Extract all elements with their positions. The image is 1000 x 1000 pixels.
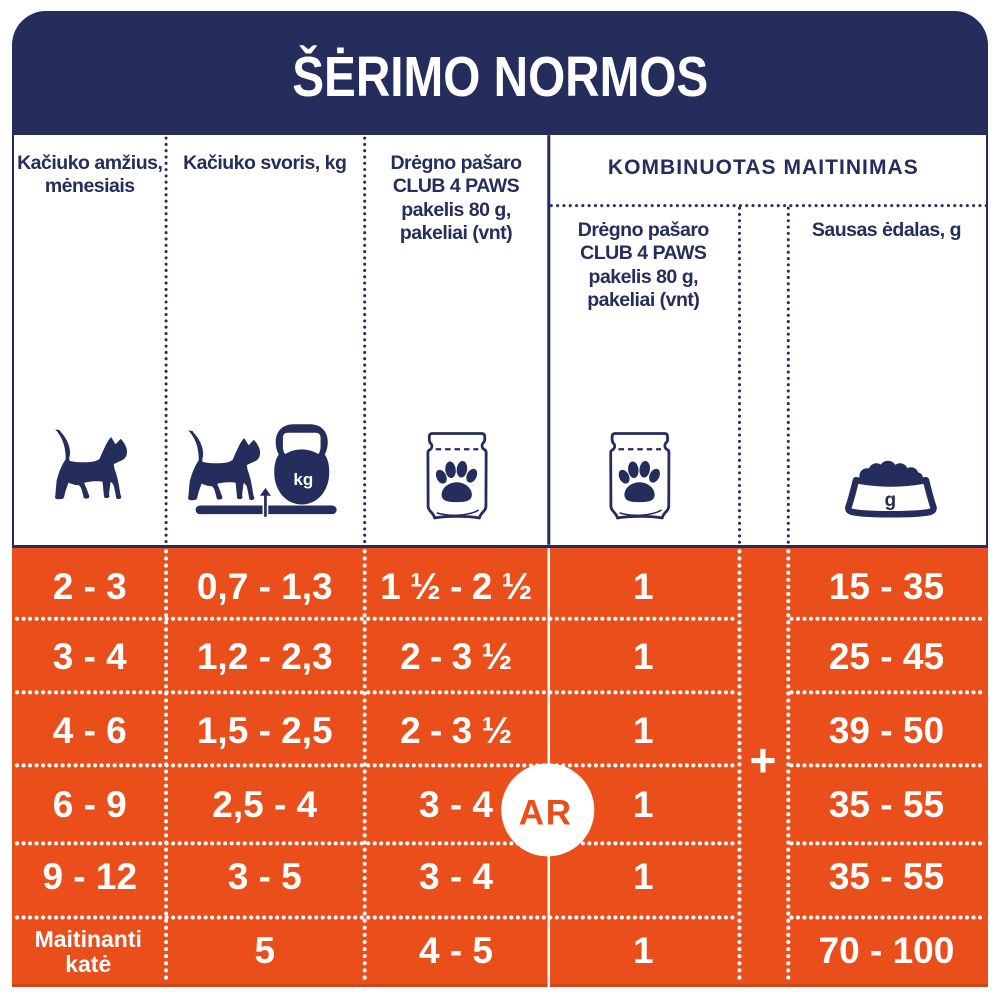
- svg-text:AR: AR: [518, 793, 572, 832]
- svg-text:g: g: [884, 490, 896, 511]
- svg-text:kg: kg: [293, 470, 313, 489]
